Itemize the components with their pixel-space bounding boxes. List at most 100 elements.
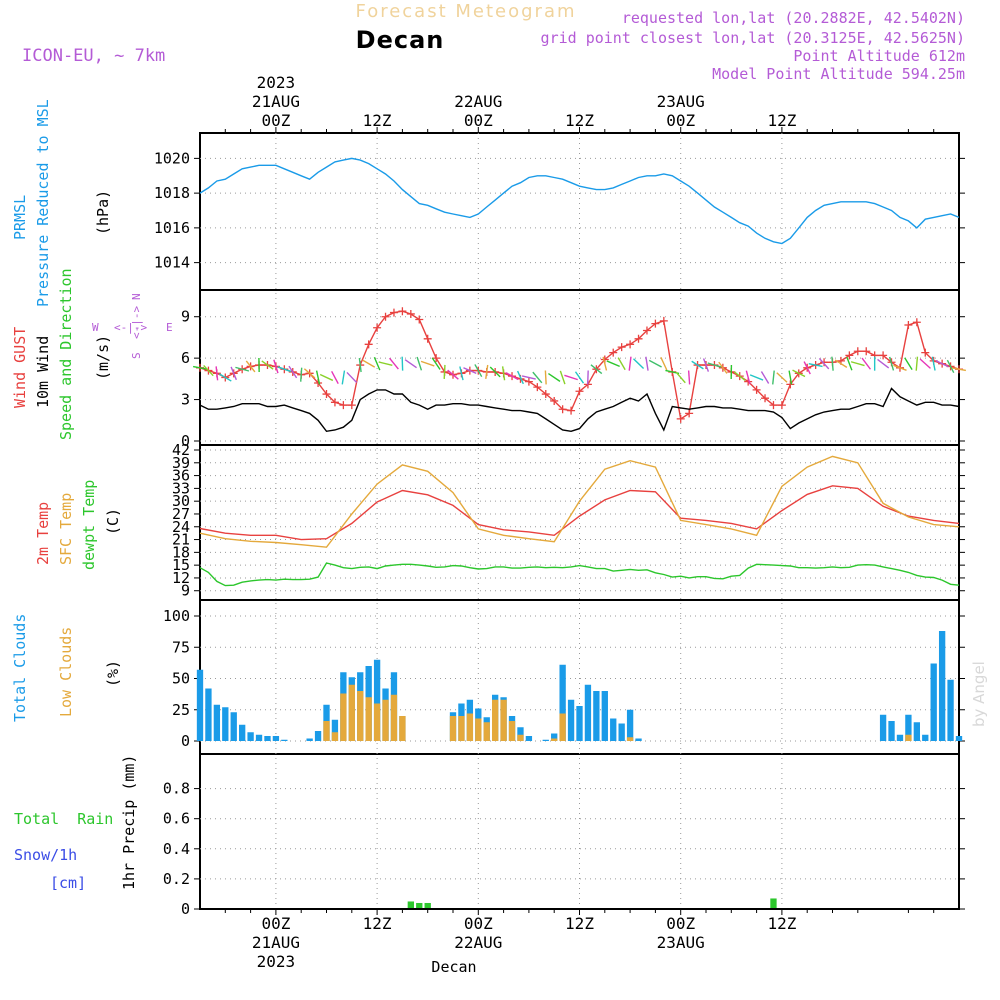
cloud-bar — [373, 659, 381, 741]
wind-arrow — [315, 370, 321, 385]
wind-arrow — [485, 364, 489, 379]
dewpt-label: dewpt Temp — [80, 480, 98, 570]
time-label-top: 00Z — [666, 111, 695, 130]
gust-marker — [761, 394, 770, 403]
wind-arrow — [319, 373, 334, 382]
wind-arrow — [218, 373, 232, 382]
wind-arrow — [574, 371, 585, 384]
precip-axis-label: 1hr Precip (mm) — [120, 755, 138, 890]
wind-arrow — [192, 365, 208, 370]
wind-arrow — [951, 367, 967, 372]
series-line — [199, 387, 960, 433]
wind-arrow — [230, 366, 238, 381]
time-label-top: 00Z — [261, 111, 290, 130]
rain-label: Total Rain — [14, 810, 113, 828]
gust-marker — [685, 409, 694, 418]
gust-marker — [651, 319, 660, 328]
gust-marker — [550, 396, 559, 405]
wind-arrow — [203, 364, 214, 377]
cloud-bar — [593, 691, 600, 741]
wind-arrow — [277, 366, 292, 373]
cloud-bar — [466, 713, 474, 741]
wind-arrow — [521, 375, 536, 380]
gust-marker — [533, 383, 542, 392]
wind-arrow — [516, 370, 524, 385]
panel-precip: 0 0.2 0.4 0.6 0.8 — [163, 780, 965, 918]
wind-arrow — [331, 370, 339, 384]
wind-arrow — [745, 370, 751, 385]
gust-marker — [558, 405, 567, 414]
time-label-top: 12Z — [565, 111, 594, 130]
wind-arrow — [416, 356, 423, 371]
series-line — [199, 562, 960, 587]
wind-arrow — [544, 370, 547, 385]
gust-label: Wind GUST — [11, 327, 29, 408]
wind-arrow — [474, 364, 483, 378]
cloud-bar — [357, 691, 364, 741]
wind-arrow — [834, 359, 848, 368]
y-tick-label: 36 — [172, 467, 190, 485]
cloud-bar — [213, 704, 221, 741]
time-label-bottom: 22AUG — [454, 933, 502, 952]
cloud-bar — [264, 736, 271, 741]
wind-arrow — [888, 356, 895, 371]
cloud-bar — [247, 732, 254, 741]
wind-arrow — [877, 358, 890, 369]
cloud-bar — [306, 738, 313, 741]
wind-arrow — [772, 370, 775, 385]
low-clouds-label: Low Clouds — [57, 627, 75, 717]
gust-marker — [921, 348, 930, 357]
series-line — [199, 157, 960, 245]
time-label-bottom: 23AUG — [657, 933, 705, 952]
model-altitude: Model Point Altitude 594.25m — [712, 65, 965, 83]
wind-arrow — [733, 371, 746, 381]
snow-label: Snow/1h — [14, 846, 77, 864]
cloud-bar — [567, 699, 575, 741]
y-tick-label: 9 — [181, 582, 190, 600]
svg-text:E: E — [166, 321, 173, 334]
cloud-bar — [323, 721, 330, 741]
y-tick-label: 1014 — [154, 254, 190, 272]
y-tick-label: 6 — [181, 349, 190, 367]
gust-marker — [415, 315, 424, 324]
plot-frame — [199, 132, 960, 910]
wind-arrow — [633, 358, 645, 370]
precip-bar — [407, 901, 414, 909]
y-tick-label: 12 — [172, 569, 190, 587]
wind-arrow — [687, 370, 691, 385]
time-label-bottom: 00Z — [464, 914, 493, 933]
wind-arrow — [548, 372, 561, 382]
precip-bar — [770, 898, 777, 909]
wind-arrow — [861, 357, 872, 370]
gust-marker — [862, 347, 871, 356]
wind-arrow — [919, 358, 931, 369]
svg-text:S: S — [130, 352, 143, 359]
wind-label: 10m Wind — [34, 336, 52, 408]
gust-marker — [364, 340, 373, 349]
gust-marker — [642, 326, 651, 335]
cloud-bar — [340, 693, 347, 741]
wind-arrow — [532, 371, 543, 384]
gust-marker — [659, 316, 668, 325]
y-tick-label: 3 — [181, 391, 190, 409]
gust-marker — [786, 380, 795, 389]
cloud-bar — [230, 712, 237, 741]
cloud-bar — [635, 738, 642, 741]
cloud-bar — [314, 731, 322, 741]
wind-dir-label: Speed and Direction — [57, 268, 75, 440]
wind-arrow — [590, 364, 603, 375]
prmsl-label: PRMSL — [11, 195, 29, 240]
y-tick-label: 75 — [172, 638, 190, 656]
cloud-bar — [331, 719, 339, 741]
wind-arrow — [373, 356, 381, 371]
wind-arrow — [648, 359, 662, 368]
svg-text:<-|->: <-|-> — [114, 321, 147, 334]
panel-prmsl: 1014 1016 1018 1020 — [154, 149, 965, 272]
gust-marker — [634, 334, 643, 343]
gust-marker — [432, 354, 441, 363]
wind-arrow — [447, 369, 459, 380]
cloud-bar — [542, 739, 549, 741]
cloud-bar — [517, 727, 524, 741]
gust-marker — [381, 312, 390, 321]
